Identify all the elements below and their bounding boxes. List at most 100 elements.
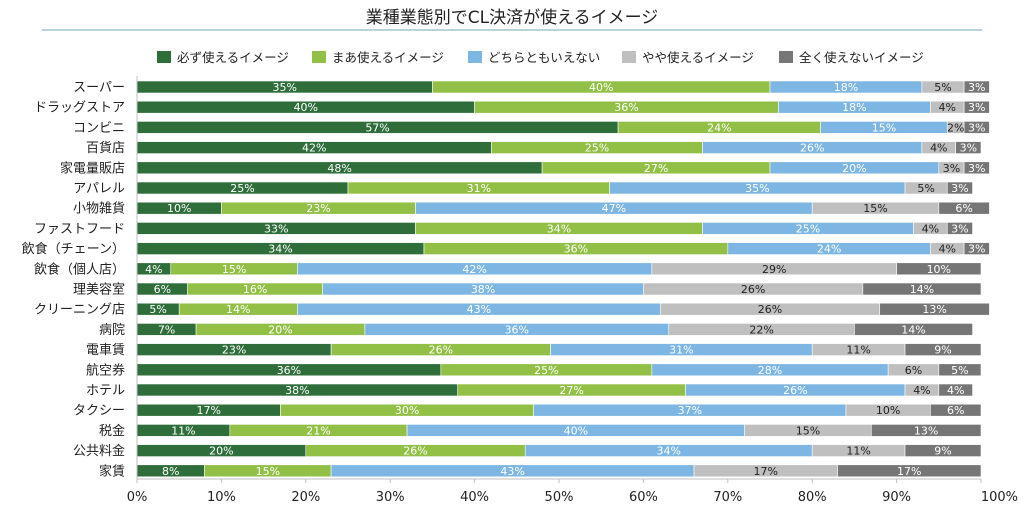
legend: 必ず使えるイメージ まあ使えるイメージ どちらともいえない やや使えるイメージ 全く使え… [157, 50, 924, 65]
data-label: 25% [585, 142, 609, 155]
data-label: 15% [872, 121, 896, 134]
data-label: 10% [876, 404, 900, 417]
bar-segment [955, 141, 982, 154]
data-label: 27% [644, 162, 668, 175]
data-label: 6% [947, 404, 964, 417]
category-label: タクシー [73, 404, 125, 419]
data-label: 34% [547, 222, 571, 235]
data-label: 26% [783, 384, 807, 397]
data-label: 31% [467, 182, 491, 195]
x-tick-label: 40% [460, 490, 489, 505]
data-label: 15% [256, 465, 280, 478]
data-label: 11% [846, 445, 870, 458]
data-label: 5% [149, 303, 166, 316]
category-label: コンビニ [73, 121, 125, 136]
data-label: 29% [762, 263, 786, 276]
data-label: 40% [294, 101, 318, 114]
x-tick-label: 50% [545, 490, 574, 505]
data-label: 4% [922, 222, 939, 235]
data-label: 25% [534, 364, 558, 377]
legend-label: どちらともいえない [488, 50, 600, 65]
data-label: 15% [863, 202, 887, 215]
category-label: 税金 [99, 423, 125, 439]
legend-swatch [312, 51, 326, 63]
data-label: 35% [272, 81, 296, 94]
legend-swatch [157, 51, 171, 63]
data-label: 30% [395, 404, 419, 417]
data-label: 36% [614, 101, 638, 114]
category-label: 飲食（チェーン） [22, 241, 125, 257]
data-label: 10% [927, 263, 951, 276]
data-label: 17% [754, 465, 778, 478]
x-tick-label: 0% [127, 490, 148, 505]
category-label: ファストフード [34, 222, 125, 237]
data-label: 5% [917, 182, 934, 195]
data-label: 15% [222, 263, 246, 276]
category-label: 電車賃 [86, 343, 125, 358]
category-label: アパレル [73, 182, 125, 197]
data-label: 23% [222, 344, 246, 357]
data-label: 11% [171, 424, 195, 437]
category-label: ホテル [86, 384, 125, 399]
bar-segment [938, 363, 982, 377]
data-label: 38% [471, 283, 495, 296]
data-label: 11% [846, 344, 870, 357]
category-label: クリーニング店 [34, 303, 125, 318]
x-tick-label: 30% [376, 490, 405, 505]
bar-segment [963, 161, 990, 175]
data-label: 17% [897, 465, 921, 478]
legend-swatch [468, 51, 482, 63]
data-label: 57% [365, 121, 389, 134]
data-label: 20% [842, 162, 866, 175]
data-label: 24% [707, 121, 731, 134]
data-label: 24% [817, 243, 841, 256]
data-label: 37% [678, 404, 702, 417]
x-tick-label: 10% [207, 490, 236, 505]
data-label: 3% [968, 101, 985, 114]
data-label: 34% [268, 243, 292, 256]
data-label: 18% [842, 101, 866, 114]
data-label: 25% [796, 222, 820, 235]
data-label: 3% [968, 121, 985, 134]
data-label: 4% [939, 101, 956, 114]
bar-segment [904, 343, 982, 356]
bar-segment [854, 323, 973, 336]
data-label: 26% [403, 445, 427, 458]
data-label: 13% [922, 303, 946, 316]
legend-label: やや使えるイメージ [642, 50, 754, 65]
data-label: 43% [467, 303, 491, 316]
bar-segment [963, 121, 990, 134]
data-label: 21% [306, 424, 330, 437]
bar-segment [930, 403, 982, 417]
bar-segment [870, 424, 982, 437]
bar-segment [946, 222, 973, 235]
bar-segment [963, 80, 990, 94]
data-label: 35% [745, 182, 769, 195]
data-label: 20% [268, 323, 292, 336]
legend-swatch [779, 51, 793, 63]
data-label: 4% [947, 384, 964, 397]
data-label: 33% [264, 222, 288, 235]
category-axis: スーパードラッグストアコンビニ百貨店家電量販店アパレル小物雑貨ファストフード飲食… [22, 81, 125, 480]
bar-segment [896, 262, 982, 276]
data-label: 4% [913, 384, 930, 397]
category-label: 家賃 [99, 463, 125, 479]
data-label: 23% [306, 202, 330, 215]
data-label: 42% [462, 263, 486, 276]
category-label: 理美容室 [73, 282, 125, 298]
data-label: 5% [951, 364, 968, 377]
data-label: 6% [154, 283, 171, 296]
data-label: 36% [564, 243, 588, 256]
x-tick-label: 60% [629, 490, 658, 505]
data-label: 3% [968, 162, 985, 175]
data-label: 2% [947, 121, 964, 134]
legend-label: 必ず使えるイメージ [177, 50, 289, 65]
data-label: 40% [564, 424, 588, 437]
data-label: 6% [955, 202, 972, 215]
category-label: スーパー [73, 81, 125, 96]
data-label: 22% [749, 323, 773, 336]
data-label: 3% [943, 162, 960, 175]
data-label: 27% [559, 384, 583, 397]
data-label: 16% [243, 283, 267, 296]
